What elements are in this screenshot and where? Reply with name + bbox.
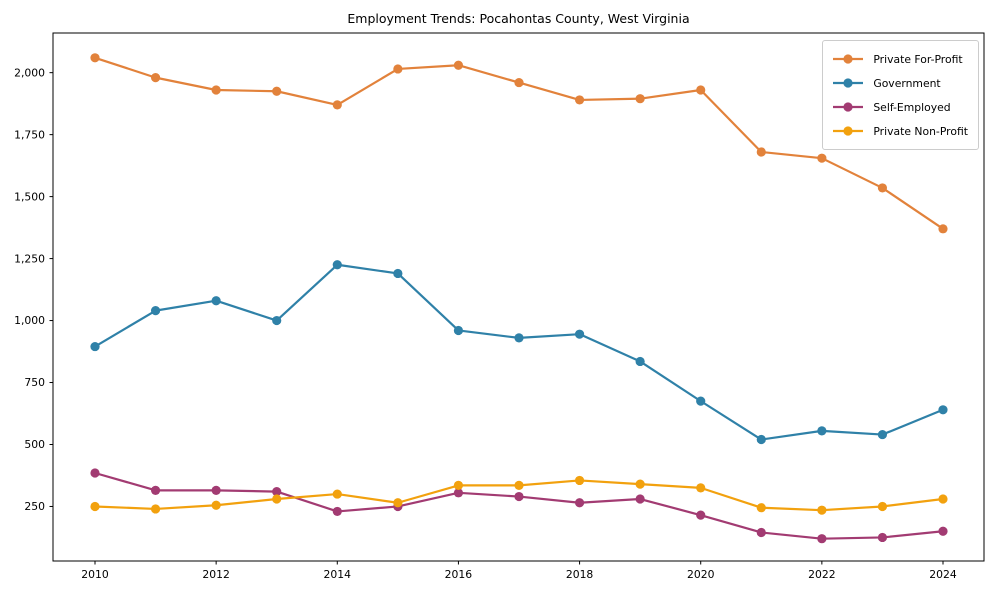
legend-dot (843, 102, 853, 112)
data-point-private-non-profit-2023 (877, 501, 888, 512)
data-point-private-for-profit-2017 (514, 77, 524, 88)
x-tick-label: 2012 (202, 568, 229, 581)
legend-marker-private-for-profit (833, 54, 864, 64)
data-point-private-non-profit-2013 (272, 494, 282, 504)
data-point-government-2023 (877, 429, 888, 440)
legend-item-private-for-profit: Private For-Profit (832, 47, 968, 71)
data-point-private-for-profit-2013 (272, 86, 282, 96)
data-point-private-non-profit-2021 (756, 503, 766, 513)
data-point-self-employed-2016 (453, 488, 464, 498)
data-point-government-2010 (90, 341, 100, 352)
data-point-private-for-profit-2016 (453, 60, 464, 70)
y-tick-label: 2,000 (14, 66, 45, 79)
legend-marker-private-non-profit (833, 126, 864, 136)
legend-dot (843, 54, 853, 64)
data-point-self-employed-2017 (514, 491, 524, 502)
data-point-private-for-profit-2018 (574, 95, 585, 105)
data-point-self-employed-2024 (938, 526, 948, 536)
data-point-private-non-profit-2010 (90, 501, 100, 512)
plot-border (52, 32, 985, 562)
data-point-government-2014 (332, 260, 342, 270)
data-point-government-2012 (211, 296, 221, 306)
data-point-private-non-profit-2018 (574, 475, 585, 486)
data-point-private-non-profit-2016 (453, 480, 464, 490)
data-point-self-employed-2022 (817, 534, 827, 544)
data-point-self-employed-2013 (272, 486, 282, 497)
data-point-private-non-profit-2015 (393, 498, 403, 508)
legend-label: Private Non-Profit (873, 124, 968, 138)
chart-title: Employment Trends: Pocahontas County, We… (347, 11, 690, 26)
data-point-self-employed-2019 (635, 494, 645, 504)
legend: Private For-Profit Government Self-Employe… (822, 40, 979, 150)
series-line-government (94, 263, 944, 441)
data-point-government-2020 (696, 396, 706, 406)
data-point-government-2011 (150, 306, 161, 316)
data-point-government-2016 (453, 325, 464, 336)
data-point-self-employed-2010 (90, 468, 100, 478)
data-point-government-2013 (272, 315, 282, 326)
data-point-private-for-profit-2022 (817, 153, 827, 163)
data-point-government-2019 (635, 356, 645, 367)
data-point-private-for-profit-2014 (332, 100, 342, 110)
x-tick-label: 2010 (81, 568, 109, 581)
data-point-private-non-profit-2017 (514, 480, 524, 490)
data-point-self-employed-2020 (696, 510, 706, 520)
x-tick-label: 2024 (929, 568, 957, 581)
data-point-private-non-profit-2014 (332, 489, 342, 499)
data-point-self-employed-2021 (756, 527, 766, 538)
data-point-private-for-profit-2010 (90, 53, 100, 63)
data-point-government-2024 (938, 405, 948, 415)
data-point-government-2015 (393, 268, 403, 279)
data-point-private-for-profit-2021 (756, 147, 766, 157)
y-tick-label: 250 (24, 500, 45, 513)
data-point-private-non-profit-2011 (150, 504, 161, 514)
data-point-private-for-profit-2015 (393, 64, 403, 74)
data-point-private-non-profit-2012 (211, 500, 221, 510)
x-tick-label: 2016 (445, 568, 473, 581)
x-tick-label: 2018 (566, 568, 594, 581)
data-point-private-for-profit-2023 (877, 183, 888, 193)
y-tick-label: 750 (24, 376, 45, 389)
x-tick-label: 2014 (324, 568, 352, 581)
data-point-government-2017 (514, 333, 524, 343)
legend-marker-government (833, 78, 864, 88)
legend-item-self-employed: Self-Employed (832, 95, 968, 119)
data-point-private-non-profit-2019 (635, 479, 645, 489)
data-point-self-employed-2023 (877, 532, 888, 543)
data-point-self-employed-2012 (211, 485, 221, 495)
y-tick-label: 500 (24, 438, 45, 451)
legend-marker-self-employed (833, 102, 864, 112)
legend-dot (843, 126, 853, 136)
data-point-private-non-profit-2024 (938, 494, 948, 504)
legend-item-government: Government (832, 71, 968, 95)
data-point-private-non-profit-2020 (696, 483, 706, 493)
data-point-private-for-profit-2011 (150, 73, 161, 83)
y-tick-label: 1,750 (14, 128, 45, 141)
x-tick-label: 2020 (687, 568, 715, 581)
legend-label: Private For-Profit (873, 52, 963, 66)
data-point-government-2021 (756, 434, 766, 445)
data-point-private-non-profit-2022 (817, 505, 827, 515)
legend-dot (843, 78, 853, 88)
y-tick-label: 1,250 (14, 252, 45, 265)
data-point-self-employed-2014 (332, 506, 342, 517)
data-point-self-employed-2011 (150, 485, 161, 495)
y-tick-label: 1,000 (14, 314, 45, 327)
data-point-private-for-profit-2012 (211, 85, 221, 95)
legend-item-private-non-profit: Private Non-Profit (832, 119, 968, 143)
data-point-self-employed-2018 (574, 498, 585, 508)
legend-label: Government (873, 76, 941, 90)
x-tick-label: 2022 (808, 568, 835, 581)
data-point-government-2018 (574, 329, 585, 339)
legend-label: Self-Employed (873, 100, 951, 114)
data-point-private-for-profit-2019 (635, 94, 645, 104)
data-point-private-for-profit-2024 (938, 224, 948, 234)
y-tick-label: 1,500 (14, 190, 45, 203)
data-point-private-for-profit-2020 (696, 85, 706, 95)
data-point-government-2022 (817, 426, 827, 436)
